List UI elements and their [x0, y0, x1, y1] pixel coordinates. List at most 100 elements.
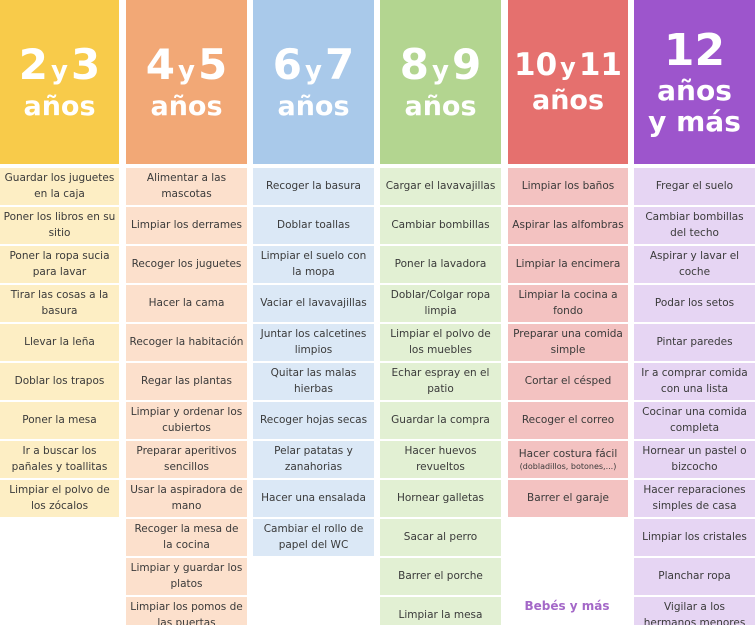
chore-text: Echar espray en el patio — [391, 366, 490, 396]
age-header: 2 y3 años — [0, 0, 119, 164]
age-number: 10 — [514, 46, 558, 83]
chore-text: Pelar patatas y zanahorias — [274, 444, 353, 474]
chore-text: Poner la mesa — [22, 414, 97, 427]
chore-item: Planchar ropa — [634, 558, 755, 595]
chore-text: Preparar aperitivos sencillos — [136, 444, 237, 474]
chore-item: Cocinar una comida completa — [634, 402, 755, 439]
chore-text: Recoger hojas secas — [259, 414, 368, 427]
chore-text: Recoger la basura — [266, 180, 361, 193]
chore-text: Limpiar el suelo con la mopa — [260, 249, 367, 279]
chore-text: Limpiar el polvo de los muebles — [390, 327, 491, 357]
chore-item: Recoger hojas secas — [253, 402, 374, 439]
age-range: 6 y7 — [272, 39, 354, 89]
age-number: 12 — [663, 24, 726, 76]
chore-text: Limpiar la cocina a fondo — [518, 288, 618, 318]
chore-list: Recoger la basura Doblar toallas Limpiar e… — [253, 168, 374, 556]
chore-item: Aspirar las alfombras — [508, 207, 628, 244]
chore-text: Hacer la cama — [148, 297, 225, 310]
chore-item: Hacer la cama — [126, 285, 247, 322]
age-header: 8 y9 años — [380, 0, 501, 164]
chore-item: Poner la mesa — [0, 402, 119, 439]
chore-item: Doblar los trapos — [0, 363, 119, 400]
chore-item: Cambiar bombillas — [380, 207, 501, 244]
chore-list: Guardar los juguetes en la caja Poner los… — [0, 168, 119, 517]
chore-item: Sacar al perro — [380, 519, 501, 556]
chore-text: Limpiar los derrames — [131, 219, 242, 232]
chore-text: Hacer costura fácil — [518, 447, 618, 460]
age-connector: y — [305, 55, 322, 86]
chore-item: Hacer huevos revueltos — [380, 441, 501, 478]
chore-text: Alimentar a las mascotas — [146, 171, 227, 201]
chore-list: Alimentar a las mascotas Limpiar los derr… — [126, 168, 247, 625]
chore-item: Poner la lavadora — [380, 246, 501, 283]
chore-text: Hacer una ensalada — [261, 492, 366, 505]
chore-text: Limpiar y guardar los platos — [130, 561, 243, 591]
chore-item: Limpiar y guardar los platos — [126, 558, 247, 595]
age-header: 4 y5 años — [126, 0, 247, 164]
chore-text: Hornear galletas — [396, 492, 485, 505]
chore-item: Limpiar la cocina a fondo — [508, 285, 628, 322]
chore-item: Ir a comprar comida con una lista — [634, 363, 755, 400]
chore-text: Limpiar los pomos de las puertas — [130, 600, 243, 625]
chore-text: Pintar paredes — [656, 336, 733, 349]
age-range: 4 y5 — [146, 39, 228, 89]
chore-item: Cargar el lavavajillas — [380, 168, 501, 205]
chore-item: Recoger los juguetes — [126, 246, 247, 283]
chore-text: Cambiar bombillas — [391, 219, 490, 232]
age-connector: y — [560, 52, 576, 81]
age-column: 10 y11 años Limpiar los baños Aspirar las al… — [508, 0, 628, 519]
chore-text: Cocinar una comida completa — [642, 405, 747, 435]
chore-item: Tirar las cosas a la basura — [0, 285, 119, 322]
chore-note: (dobladillos, botones,...) — [519, 462, 617, 472]
chore-text: Limpiar la mesa — [398, 609, 483, 622]
chore-item: Limpiar los derrames — [126, 207, 247, 244]
chore-item: Hornear un pastel o bizcocho — [634, 441, 755, 478]
chore-text: Poner los libros en su sitio — [3, 210, 116, 240]
age-number: 3 — [70, 39, 101, 89]
age-unit-label: años — [150, 90, 223, 122]
chore-item: Hacer reparaciones simples de casa — [634, 480, 755, 517]
chore-text: Juntar los calcetines limpios — [260, 327, 367, 357]
age-connector: y — [178, 55, 195, 86]
age-range: 2 y3 — [19, 39, 101, 89]
chore-item: Hacer costura fácil (dobladillos, botones… — [508, 441, 628, 478]
age-header: 10 y11 años — [508, 0, 628, 164]
age-header: 6 y7 años — [253, 0, 374, 164]
chore-item: Guardar los juguetes en la caja — [0, 168, 119, 205]
chore-text: Usar la aspiradora de mano — [130, 483, 243, 513]
chore-text: Cambiar el rollo de papel del WC — [263, 522, 364, 552]
age-connector: y — [51, 55, 68, 86]
chore-item: Limpiar los pomos de las puertas — [126, 597, 247, 625]
chore-item: Preparar aperitivos sencillos — [126, 441, 247, 478]
age-unit-label: años — [531, 85, 605, 117]
chore-item: Limpiar la mesa — [380, 597, 501, 625]
chore-item: Limpiar los cristales — [634, 519, 755, 556]
chore-item: Juntar los calcetines limpios — [253, 324, 374, 361]
chore-item: Limpiar el suelo con la mopa — [253, 246, 374, 283]
chore-item: Limpiar los baños — [508, 168, 628, 205]
chore-item: Hornear galletas — [380, 480, 501, 517]
age-range: 10 y11 — [514, 46, 622, 83]
chore-text: Doblar/Colgar ropa limpia — [390, 288, 491, 318]
chore-item: Limpiar y ordenar los cubiertos — [126, 402, 247, 439]
chore-item: Pelar patatas y zanahorias — [253, 441, 374, 478]
chore-text: Hornear un pastel o bizcocho — [642, 444, 747, 474]
chore-text: Doblar los trapos — [14, 375, 105, 388]
chore-text: Doblar toallas — [277, 219, 350, 232]
age-column: 6 y7 años Recoger la basura Doblar toallas Li… — [253, 0, 374, 558]
chore-text: Recoger la habitación — [129, 336, 244, 349]
age-number: 11 — [578, 46, 622, 83]
chore-text: Vaciar el lavavajillas — [260, 297, 367, 310]
chore-item: Usar la aspiradora de mano — [126, 480, 247, 517]
age-range: 8 y9 — [400, 42, 481, 87]
age-extra-label: y más — [648, 105, 741, 139]
age-unit-label: años — [657, 73, 732, 107]
chore-item: Recoger la mesa de la cocina — [126, 519, 247, 556]
chore-text: Barrer el garaje — [527, 492, 609, 505]
age-number: 5 — [197, 39, 228, 89]
chore-item: Ir a buscar los pañales y toallitas — [0, 441, 119, 478]
chore-text: Regar las plantas — [141, 375, 232, 388]
chore-text: Ir a buscar los pañales y toallitas — [11, 444, 108, 474]
chore-item: Regar las plantas — [126, 363, 247, 400]
age-number: 6 — [272, 39, 303, 89]
